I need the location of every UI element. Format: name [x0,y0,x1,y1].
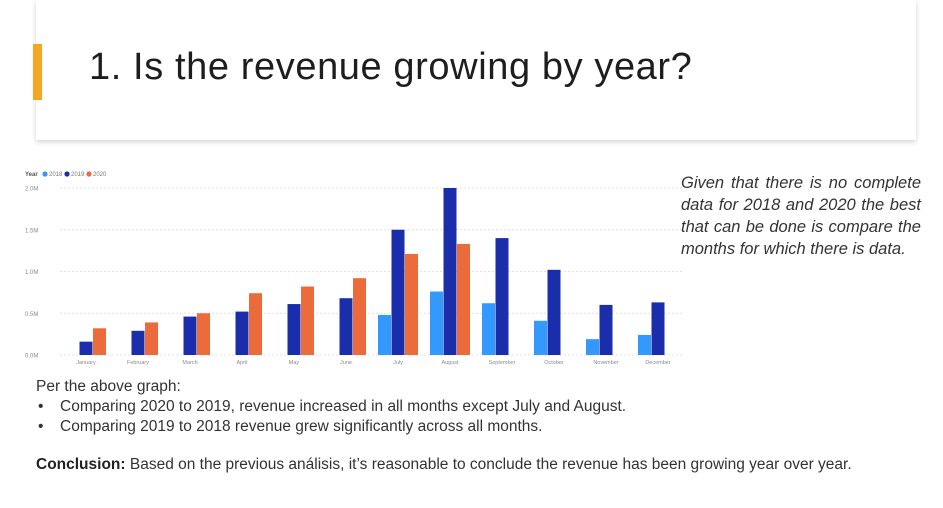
x-tick-label: September [489,360,516,366]
analysis-section: Per the above graph: • Comparing 2020 to… [36,377,916,475]
x-tick-label: January [76,360,96,366]
bar-2020-august [457,243,470,355]
bar-2019-december [651,302,665,355]
x-tick-label: November [593,360,619,366]
bar-2019-march [183,316,197,355]
bar-2019-january [79,341,93,355]
y-tick-label: 0.0M [25,354,38,360]
slide-title: 1. Is the revenue growing by year? [89,46,693,88]
legend-label: 2018 [49,172,63,178]
legend-marker-2020 [86,171,92,177]
bar-2019-february [131,330,145,355]
x-tick-label: October [544,360,564,366]
bar-2019-september [495,238,509,355]
bar-2019-april [235,311,249,355]
bar-2019-may [287,304,301,355]
analysis-bullet: • Comparing 2020 to 2019, revenue increa… [36,397,916,417]
y-tick-label: 0.5M [25,312,38,318]
x-tick-label: April [236,360,247,366]
bar-2018-november [586,339,599,355]
y-tick-label: 2.0M [25,187,38,193]
x-tick-label: May [289,360,300,366]
bar-2019-july [391,229,405,355]
analysis-bullet: • Comparing 2019 to 2018 revenue grew si… [36,417,916,437]
y-tick-label: 1.0M [25,270,38,276]
bar-2019-august [443,188,457,355]
bar-2018-august [430,291,443,355]
bar-2020-april [249,293,262,355]
bar-2020-february [145,322,158,355]
bullet-icon: • [38,398,44,415]
bar-2020-march [197,313,210,355]
revenue-bar-chart: 0.0M 0.5M 1.0M 1.5M 2.0M January February March… [25,171,684,366]
bar-2019-october [547,269,561,355]
title-accent-bar [33,44,42,100]
bullet-icon: • [38,418,44,435]
bar-2020-january [93,328,106,355]
bar-2019-june [339,298,353,355]
analysis-bullets: • Comparing 2020 to 2019, revenue increa… [36,397,916,437]
bar-2020-may [301,286,314,355]
x-tick-label: February [127,360,149,366]
bar-2020-june [353,278,366,355]
bar-2019-november [599,304,613,355]
title-card [36,0,916,140]
bar-2020-july [405,253,418,355]
x-tick-label: June [340,360,352,366]
legend-marker-2018 [42,171,48,177]
analysis-bullet-text: Comparing 2019 to 2018 revenue grew sign… [60,418,543,435]
conclusion: Conclusion: Based on the previous anális… [36,455,916,475]
conclusion-text: Based on the previous análisis, it’s rea… [125,456,852,473]
analysis-bullet-text: Comparing 2020 to 2019, revenue increase… [60,398,627,415]
legend-marker-2019 [64,171,70,177]
y-tick-label: 1.5M [25,228,38,234]
side-note: Given that there is no complete data for… [681,174,921,258]
bar-2018-july [378,314,391,355]
x-tick-label: December [645,360,671,366]
legend-label: 2020 [93,172,107,178]
legend-label: 2019 [71,172,85,178]
bar-2018-september [482,303,495,355]
bar-2018-december [638,334,651,355]
x-tick-label: July [393,360,403,366]
bar-2018-october [534,320,547,355]
x-tick-label: March [182,360,197,366]
legend-title: Year [25,172,38,178]
analysis-intro: Per the above graph: [36,378,181,395]
conclusion-label: Conclusion: [36,456,126,473]
x-tick-label: August [441,360,459,366]
